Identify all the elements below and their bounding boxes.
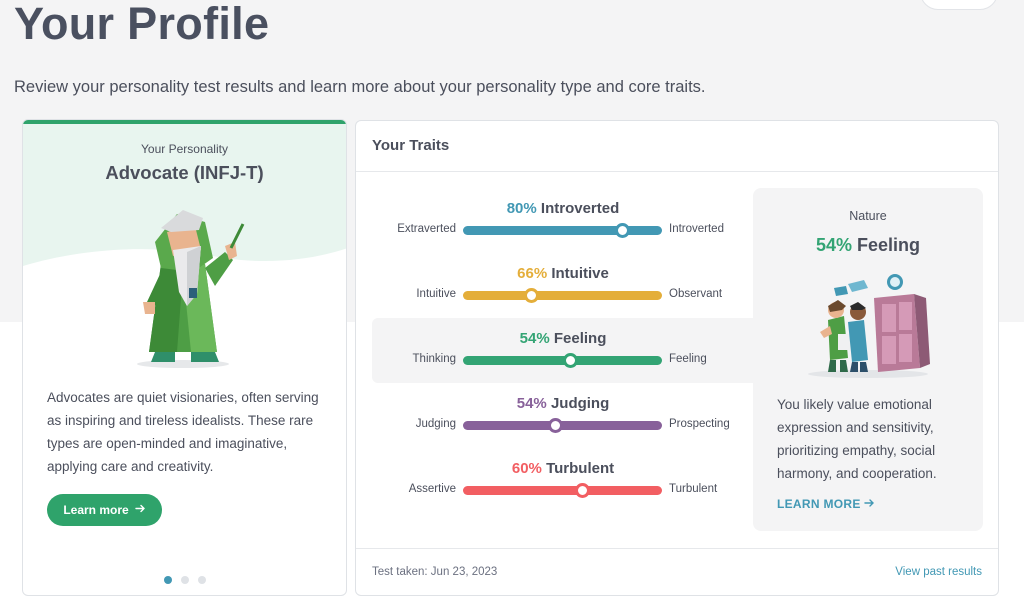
nature-learn-more-link[interactable]: LEARN MORE xyxy=(777,497,875,511)
carousel-indicator xyxy=(164,576,206,584)
trait-name: Feeling xyxy=(553,330,607,347)
nature-learn-more-label: LEARN MORE xyxy=(777,497,861,511)
trait-percent: 66% xyxy=(517,265,548,282)
trait-right-label: Introverted xyxy=(669,223,724,235)
trait-slider-knob xyxy=(563,353,579,368)
trait-left-label: Intuitive xyxy=(416,288,456,300)
trait-right-label: Turbulent xyxy=(669,483,718,495)
trait-title: 80% Introverted xyxy=(463,200,663,217)
nature-label: Nature xyxy=(849,209,887,223)
learn-more-button[interactable]: Learn more xyxy=(47,494,162,526)
trait-left-label: Extraverted xyxy=(397,223,456,235)
traits-title: Your Traits xyxy=(372,137,450,154)
trait-left-label: Assertive xyxy=(408,483,456,495)
trait-name: Judging xyxy=(550,395,610,412)
carousel-dot-1[interactable] xyxy=(164,576,172,584)
trait-slider-knob xyxy=(615,223,631,238)
nature-panel: Nature 54% Feeling xyxy=(753,188,983,531)
trait-row-introverted[interactable]: 80% Introverted Extraverted Introverted xyxy=(356,200,756,250)
carousel-dot-3[interactable] xyxy=(198,576,206,584)
trait-row-intuitive[interactable]: 66% Intuitive Intuitive Observant xyxy=(356,265,756,315)
trait-bar xyxy=(463,288,662,303)
personality-description: Advocates are quiet visionaries, often s… xyxy=(47,390,319,474)
trait-right-label: Feeling xyxy=(669,353,707,365)
traits-card-header: Your Traits xyxy=(356,121,998,172)
trait-title: 66% Intuitive xyxy=(463,265,663,282)
trait-name: Introverted xyxy=(540,200,620,217)
nature-percent: 54% xyxy=(815,235,852,255)
trait-row-turbulent[interactable]: 60% Turbulent Assertive Turbulent xyxy=(356,460,756,510)
trait-left-label: Thinking xyxy=(412,353,456,365)
test-taken-date: Test taken: Jun 23, 2023 xyxy=(372,566,498,578)
page-subtitle: Review your personality test results and… xyxy=(14,78,706,96)
nature-value: 54% Feeling xyxy=(753,235,983,256)
trait-name: Turbulent xyxy=(546,460,615,477)
trait-right-label: Observant xyxy=(669,288,723,300)
trait-percent: 54% xyxy=(519,330,550,347)
trait-name: Intuitive xyxy=(551,265,609,282)
trait-percent: 60% xyxy=(511,460,542,477)
learn-more-button-label: Learn more xyxy=(63,503,129,517)
top-right-control[interactable] xyxy=(920,0,998,10)
personality-card: Your Personality Advocate (INFJ-T) Advoc… xyxy=(22,119,347,596)
trait-bar xyxy=(463,483,662,498)
trait-title: 54% Judging xyxy=(463,395,663,412)
trait-left-label: Judging xyxy=(415,418,456,430)
traits-card: Your Traits 80% Introverted Extraverted In… xyxy=(355,120,999,596)
page-title: Your Profile xyxy=(14,0,270,49)
feeling-characters-illustration xyxy=(808,274,930,378)
trait-slider-knob xyxy=(547,418,563,433)
advocate-character-illustration xyxy=(137,210,245,368)
trait-row-judging[interactable]: 54% Judging Judging Prospecting xyxy=(356,395,756,445)
trait-percent: 80% xyxy=(506,200,537,217)
trait-bar xyxy=(463,223,662,238)
trait-title: 60% Turbulent xyxy=(463,460,663,477)
view-past-results-link[interactable]: View past results xyxy=(895,566,982,578)
trait-bar xyxy=(463,353,662,368)
trait-row-feeling[interactable]: 54% Feeling Thinking Feeling xyxy=(356,330,756,380)
trait-bar xyxy=(463,418,662,433)
selected-trait-highlight xyxy=(372,318,772,383)
trait-slider-knob xyxy=(575,483,591,498)
trait-right-label: Prospecting xyxy=(669,418,730,430)
arrow-right-icon xyxy=(864,497,875,511)
trait-slider-knob xyxy=(523,288,539,303)
personality-label: Your Personality xyxy=(141,142,228,156)
nature-name: Feeling xyxy=(857,235,921,255)
nature-description: You likely value emotional expression an… xyxy=(777,397,937,481)
personality-type: Advocate (INFJ-T) xyxy=(105,162,264,183)
arrow-right-icon xyxy=(134,503,146,517)
trait-percent: 54% xyxy=(516,395,547,412)
trait-title: 54% Feeling xyxy=(463,330,663,347)
carousel-dot-2[interactable] xyxy=(181,576,189,584)
traits-card-footer: Test taken: Jun 23, 2023 View past resul… xyxy=(356,548,998,595)
